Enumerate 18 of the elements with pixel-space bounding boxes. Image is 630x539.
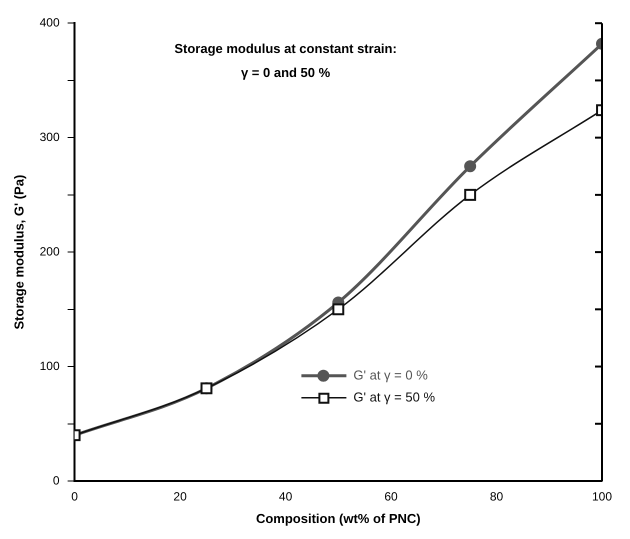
x-tick-label: 100 (592, 490, 612, 504)
point (332, 303, 344, 316)
y-tick-label: 0 (52, 473, 60, 488)
text: Storage modulus at constant strain: (174, 41, 397, 56)
y-tick-label: 200 (40, 244, 60, 258)
legend-label: G' at γ = 0 % (353, 367, 428, 382)
x-tick-label: 20 (173, 490, 188, 504)
x-tick-label: 60 (384, 490, 398, 504)
y-tick-label: 400 (40, 16, 60, 30)
y-tick-label: 300 (40, 130, 60, 144)
x-axis-title: Composition (wt% of PNC) (256, 510, 421, 526)
y-axis-title: Storage modulus, G' (Pa) (11, 174, 26, 330)
text: γ = 0 and 50 % (240, 65, 331, 80)
x-tick-label: 0 (71, 490, 78, 504)
x-tick-label: 40 (278, 490, 293, 504)
y-tick-label: 100 (40, 358, 60, 373)
x-tick-label: 80 (490, 490, 504, 504)
legend-label: G' at γ = 50 % (353, 389, 436, 404)
